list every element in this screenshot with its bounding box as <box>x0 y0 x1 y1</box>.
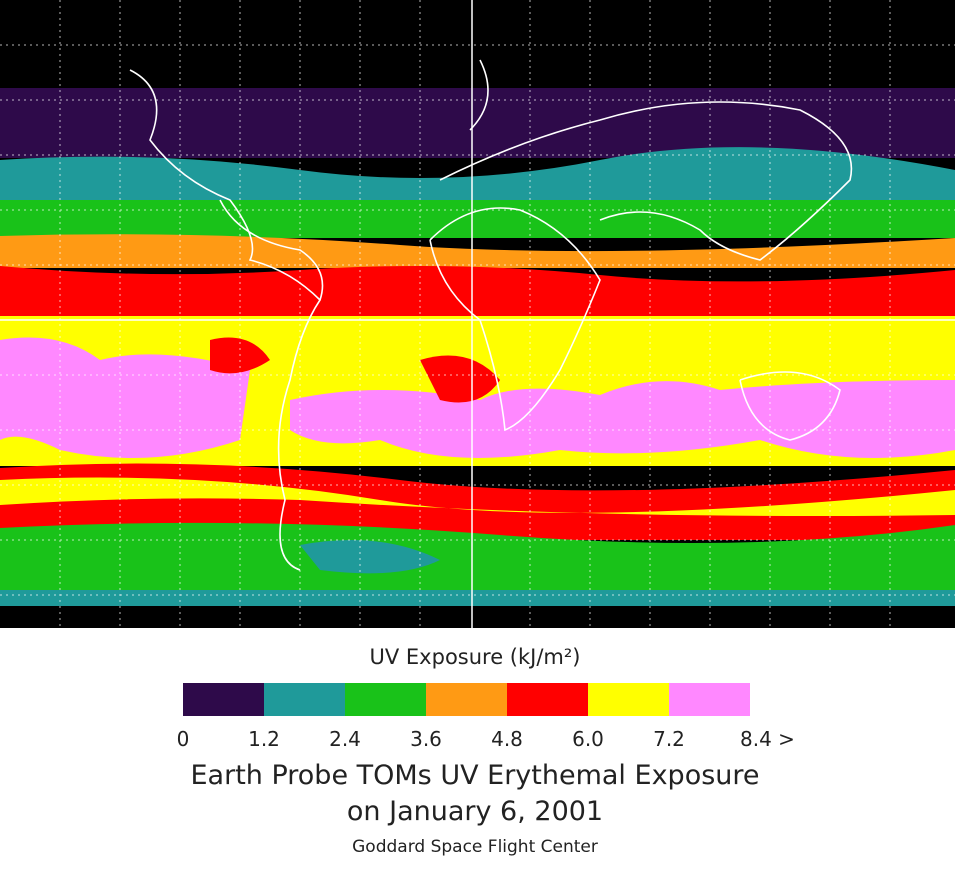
map-band <box>0 147 955 205</box>
colorbar-swatch <box>588 683 669 716</box>
colorbar-label: 1.2 <box>248 727 280 751</box>
caption-title: on January 6, 2001 <box>347 796 603 827</box>
map-band <box>0 590 955 606</box>
caption-title: Earth Probe TOMs UV Erythemal Exposure <box>190 760 759 791</box>
map-band <box>0 88 955 158</box>
colorbar-label: 0 <box>177 727 190 751</box>
colorbar-swatch <box>669 683 750 716</box>
map-band <box>0 463 955 540</box>
map-blob <box>300 540 440 574</box>
colorbar-swatch <box>264 683 345 716</box>
colorbar-label: 2.4 <box>329 727 361 751</box>
map-blob <box>420 355 500 403</box>
map-band <box>0 522 955 600</box>
map-band <box>0 200 955 238</box>
map-band <box>0 477 955 516</box>
map-band <box>0 234 955 268</box>
coastlines <box>129 59 853 571</box>
colorbar-swatch <box>426 683 507 716</box>
colorbar-label: 7.2 <box>653 727 685 751</box>
map-blob <box>0 337 250 458</box>
colorbar: 0 1.2 2.4 3.6 4.8 6.0 7.2 8.4 > <box>177 683 795 751</box>
colorbar-swatch <box>507 683 588 716</box>
colorbar-label: 4.8 <box>491 727 523 751</box>
graticule <box>0 0 955 628</box>
colorbar-label: 6.0 <box>572 727 604 751</box>
map-band <box>0 266 955 318</box>
colorbar-swatch <box>183 683 264 716</box>
caption-credit: Goddard Space Flight Center <box>352 837 598 857</box>
colorbar-label: 8.4 > <box>740 727 795 751</box>
legend-title: UV Exposure (kJ/m²) <box>370 645 581 669</box>
colorbar-swatch <box>345 683 426 716</box>
uv-map <box>0 0 955 628</box>
map-band <box>0 606 955 628</box>
colorbar-label: 3.6 <box>410 727 442 751</box>
